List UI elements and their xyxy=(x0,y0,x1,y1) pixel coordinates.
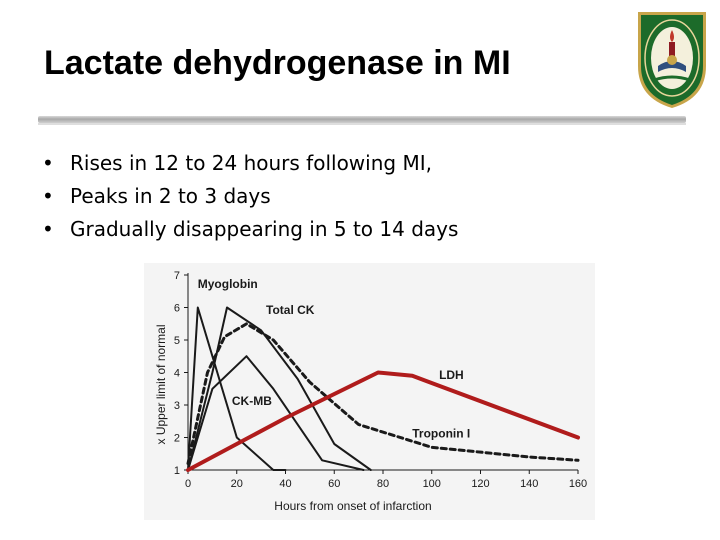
y-tick-label: 2 xyxy=(174,433,180,445)
series-label-ldh: LDH xyxy=(439,368,464,382)
bullet-item: • Rises in 12 to 24 hours following MI, xyxy=(42,147,458,180)
y-tick-label: 3 xyxy=(174,400,180,412)
x-tick-label: 120 xyxy=(471,478,489,490)
university-seal-icon xyxy=(634,8,710,108)
series-line-myoglobin xyxy=(187,306,287,471)
x-tick-label: 20 xyxy=(231,478,243,490)
x-tick-label: 100 xyxy=(423,478,441,490)
chart-svg: 0 20 40 60 80 100 120 140 160 1 2 3 4 5 6 7 Hours from o… xyxy=(154,270,587,513)
cardiac-marker-chart: 0 20 40 60 80 100 120 140 160 1 2 3 4 5 6 7 Hours from o… xyxy=(144,263,595,520)
y-axis-label: x Upper limit of normal xyxy=(154,324,168,444)
x-tick-label: 140 xyxy=(520,478,538,490)
bullet-text: Peaks in 2 to 3 days xyxy=(70,184,271,208)
x-tick-label: 60 xyxy=(328,478,340,490)
x-tick-label: 40 xyxy=(279,478,291,490)
series-label-ck-mb: CK-MB xyxy=(232,394,272,408)
series-line-ldh xyxy=(186,370,580,472)
x-tick-label: 0 xyxy=(185,478,191,490)
x-tick-label: 160 xyxy=(569,478,587,490)
series-line-ck-mb xyxy=(187,355,365,471)
bullet-dot: • xyxy=(42,151,54,175)
bullet-text: Gradually disappearing in 5 to 14 days xyxy=(70,217,459,241)
title-divider xyxy=(38,112,686,125)
series-label-total-ck: Total CK xyxy=(266,303,315,317)
y-tick-label: 6 xyxy=(174,303,180,315)
y-tick-label: 1 xyxy=(174,465,180,477)
series-label-myoglobin: Myoglobin xyxy=(198,277,258,291)
bullet-dot: • xyxy=(42,184,54,208)
x-tick-label: 80 xyxy=(377,478,389,490)
series-line-troponin-i xyxy=(186,322,580,465)
y-tick-label: 5 xyxy=(174,335,180,347)
bullet-dot: • xyxy=(42,217,54,241)
y-tick-label: 4 xyxy=(174,368,180,380)
series-label-troponin-i: Troponin I xyxy=(412,427,470,441)
bullet-list: • Rises in 12 to 24 hours following MI, … xyxy=(42,147,458,246)
bullet-text: Rises in 12 to 24 hours following MI, xyxy=(70,151,432,175)
x-axis-label: Hours from onset of infarction xyxy=(274,499,431,513)
series-line-total-ck xyxy=(187,306,372,471)
bullet-item: • Peaks in 2 to 3 days xyxy=(42,180,458,213)
y-tick-label: 7 xyxy=(174,270,180,282)
bullet-item: • Gradually disappearing in 5 to 14 days xyxy=(42,213,458,246)
slide-title: Lactate dehydrogenase in MI xyxy=(44,44,511,82)
